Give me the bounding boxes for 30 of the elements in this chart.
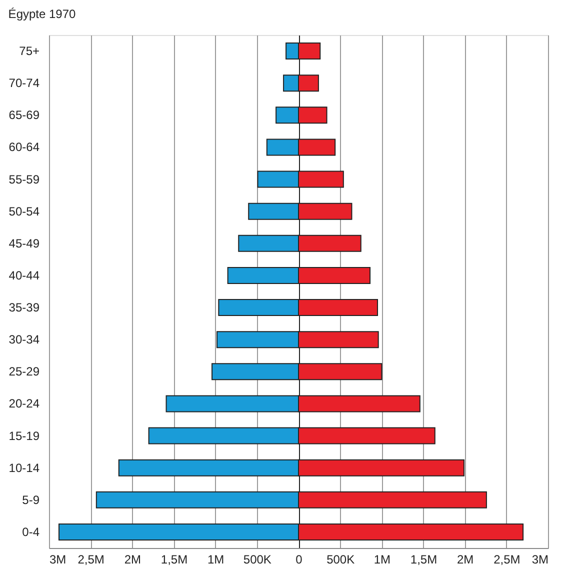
x-tick-label: 1,5M <box>160 552 188 566</box>
y-tick-label: 30-34 <box>8 332 40 347</box>
x-tick-label: 2M <box>456 552 474 566</box>
y-tick-label: 10-14 <box>8 460 40 475</box>
y-tick-label: 15-19 <box>8 428 40 443</box>
y-tick-label: 45-49 <box>8 236 40 250</box>
y-tick-label: 60-64 <box>8 140 40 154</box>
y-tick-label: 20-24 <box>8 396 40 411</box>
chart-title: Égypte 1970 <box>8 7 76 21</box>
y-tick-label: 40-44 <box>8 268 40 282</box>
x-tick-label: 2,5M <box>494 552 520 566</box>
x-tick-label: 2M <box>124 552 142 566</box>
x-tick-label: 1M <box>374 552 391 566</box>
x-tick-label: 1M <box>207 552 224 566</box>
y-tick-label: 55-59 <box>8 172 40 186</box>
y-tick-label: 65-69 <box>8 108 40 122</box>
y-tick-label: 70-74 <box>8 76 40 90</box>
x-tick-label: 1,5M <box>410 552 438 566</box>
y-tick-label: 0-4 <box>22 524 40 539</box>
x-tick-label: 500K <box>243 552 272 566</box>
x-tick-label: 3M <box>50 552 66 566</box>
x-tick-label: 3M <box>532 552 548 566</box>
y-tick-label: 35-39 <box>8 300 40 315</box>
x-tick-label: 2,5M <box>78 552 104 566</box>
y-tick-label: 25-29 <box>8 364 40 379</box>
y-tick-label: 5-9 <box>22 492 40 507</box>
y-tick-label: 75+ <box>19 44 40 58</box>
x-tick-label: 500K <box>326 552 355 566</box>
x-tick-label: 0 <box>296 552 303 566</box>
y-tick-label: 50-54 <box>8 204 40 218</box>
